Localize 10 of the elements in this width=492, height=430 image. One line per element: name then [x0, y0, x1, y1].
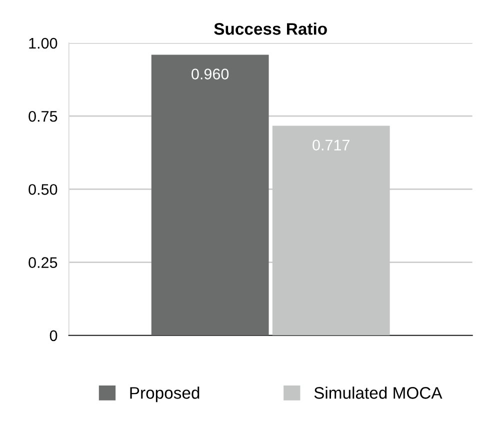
- y-tick-label: 0: [50, 330, 58, 342]
- data-label: 0.960: [192, 68, 229, 80]
- data-label: 0.717: [312, 140, 350, 151]
- y-tick-label: 1.00: [29, 38, 58, 49]
- y-tick-label: 0.50: [28, 184, 58, 195]
- legend-label: Simulated MOCA: [314, 386, 442, 399]
- legend-label: Proposed: [130, 386, 200, 402]
- chart-title: Success Ratio: [214, 22, 327, 35]
- y-tick-label: 0.25: [28, 257, 58, 268]
- y-tick-label: 0.75: [28, 110, 58, 122]
